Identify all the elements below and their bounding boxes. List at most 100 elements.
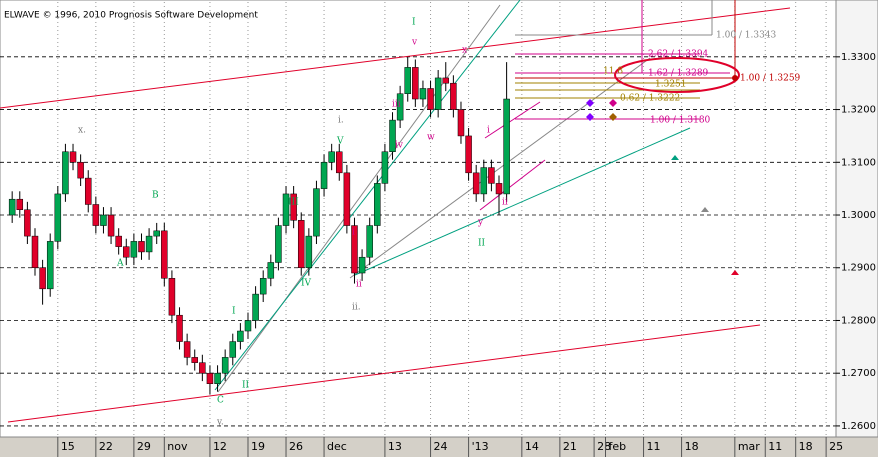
- annotation: i: [487, 126, 490, 136]
- x-tick-label: 11: [647, 440, 661, 453]
- trend-line: [354, 127, 691, 276]
- candle-body: [290, 193, 297, 221]
- candle-body: [275, 225, 282, 263]
- annotation: y.: [216, 418, 224, 428]
- candle-body: [183, 341, 191, 358]
- candle-body: [313, 188, 320, 237]
- candle-body: [153, 230, 160, 237]
- candle-body: [145, 235, 153, 253]
- annotation: v: [411, 38, 418, 48]
- annotation: A: [116, 259, 124, 269]
- annotation: B: [152, 191, 159, 201]
- candle-body: [221, 357, 229, 374]
- candle-body: [503, 98, 510, 195]
- candle-body: [328, 151, 335, 163]
- candle-body: [495, 183, 503, 195]
- trend-line: [0, 7, 791, 109]
- candle-body: [176, 314, 183, 342]
- candle-body: [244, 320, 252, 332]
- candle-body: [343, 172, 351, 226]
- candle-body: [305, 235, 313, 268]
- x-tick-label: 25: [829, 440, 843, 453]
- candle-body: [419, 88, 427, 100]
- y-tick-label: 1.2700: [841, 368, 876, 379]
- x-tick-label: 12: [213, 440, 227, 453]
- x-tick-label: 15: [61, 440, 75, 453]
- candle-body: [488, 167, 495, 184]
- candle-body: [24, 209, 31, 237]
- candle-body: [457, 109, 465, 137]
- marker-triangle: [731, 270, 739, 275]
- candle-body: [77, 162, 84, 179]
- trend-line: [484, 101, 541, 139]
- annotation: III: [288, 198, 299, 208]
- plot-area: [0, 0, 837, 438]
- candle-body: [168, 278, 176, 316]
- y-tick-label: 1.2900: [841, 263, 876, 274]
- candle-body: [404, 67, 411, 94]
- annotation: iv: [395, 141, 404, 151]
- trend-line: [217, 4, 501, 393]
- annotation: I: [232, 307, 236, 317]
- annotation: 2.62 / 1.3394: [648, 50, 709, 60]
- annotation: 1.00 / 1.3259: [740, 74, 801, 84]
- x-tick-label: 29: [137, 440, 151, 453]
- annotation: i: [352, 228, 355, 238]
- y-tick-label: 1.2600: [841, 421, 876, 432]
- x-tick-label: 11: [768, 440, 782, 453]
- x-tick-label: 22: [99, 440, 113, 453]
- annotation: V: [336, 137, 344, 147]
- trend-line: [7, 324, 761, 423]
- trend-line: [479, 159, 546, 211]
- candle-body: [138, 241, 145, 253]
- candle-body: [8, 198, 16, 216]
- annotation: 0.62 / 1.3222: [620, 94, 680, 104]
- annotation: y: [477, 218, 484, 228]
- candle-body: [465, 135, 472, 174]
- annotation: I: [412, 18, 416, 28]
- y-tick-label: 1.2800: [841, 315, 876, 326]
- candle-body: [39, 267, 46, 290]
- x-tick-label: mar: [738, 440, 760, 453]
- candle-body: [282, 193, 290, 226]
- candle-body: [199, 362, 206, 374]
- annotation: ii.: [352, 303, 361, 313]
- candle-body: [450, 82, 457, 110]
- annotation: 1.00 / 1.3180: [650, 116, 711, 126]
- candle-body: [442, 77, 450, 84]
- candle-body: [252, 293, 259, 321]
- candle-body: [297, 220, 305, 268]
- candle-body: [336, 151, 343, 174]
- candle-body: [480, 167, 488, 195]
- marker-diamond: [586, 99, 594, 107]
- annotation: II: [478, 239, 486, 249]
- marker-diamond: [586, 113, 594, 121]
- candle-body: [191, 357, 198, 363]
- x-tick-label: 18: [685, 440, 699, 453]
- x-tick-label: 26: [289, 440, 303, 453]
- candle-body: [381, 151, 389, 184]
- candle-body: [396, 93, 404, 121]
- candle-body: [115, 235, 122, 247]
- annotation: 11.8: [603, 67, 623, 77]
- candle-body: [229, 341, 237, 358]
- x-tick-label: '13: [472, 440, 489, 453]
- x-tick-label: 13: [388, 440, 402, 453]
- x-tick-label: 21: [563, 440, 577, 453]
- candle-body: [374, 183, 381, 226]
- candle-body: [31, 235, 39, 268]
- candle-body: [130, 241, 138, 258]
- x-tick-label: 19: [251, 440, 265, 453]
- marker-diamond: [609, 99, 617, 107]
- candle-body: [100, 214, 107, 226]
- annotation: 1.62 / 1.3289: [648, 69, 709, 79]
- price-axis: [835, 0, 878, 438]
- x-tick-label: 18: [799, 440, 813, 453]
- candle-body: [434, 77, 442, 110]
- annotation: i.: [338, 116, 344, 126]
- x-tick-label: nov: [167, 440, 188, 453]
- annotation: w: [427, 133, 435, 143]
- trend-line: [214, 0, 521, 391]
- candle-body: [92, 204, 100, 226]
